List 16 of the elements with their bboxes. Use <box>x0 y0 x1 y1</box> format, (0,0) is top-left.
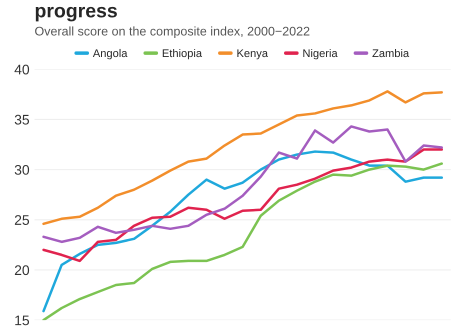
legend-label: Ethiopia <box>162 48 202 60</box>
line-series <box>42 148 443 262</box>
y-tick-label: 25 <box>14 215 30 225</box>
legend-label: Nigeria <box>303 48 338 60</box>
y-tick-label: 30 <box>14 164 30 175</box>
chart-title: progress <box>36 6 117 22</box>
legend-label: Angola <box>92 48 128 60</box>
y-tick-label: 15 <box>15 316 30 326</box>
y-tick-label: 35 <box>14 114 30 125</box>
y-tick-label: 40 <box>14 64 30 74</box>
legend-label: Kenya <box>237 49 268 60</box>
legend-label: Zambia <box>372 48 410 58</box>
line-series <box>42 125 443 244</box>
chart-subtitle: Overall score on the composite index, 2000−2022 <box>35 26 310 38</box>
line-series <box>42 90 443 226</box>
y-tick-label: 20 <box>14 265 30 276</box>
